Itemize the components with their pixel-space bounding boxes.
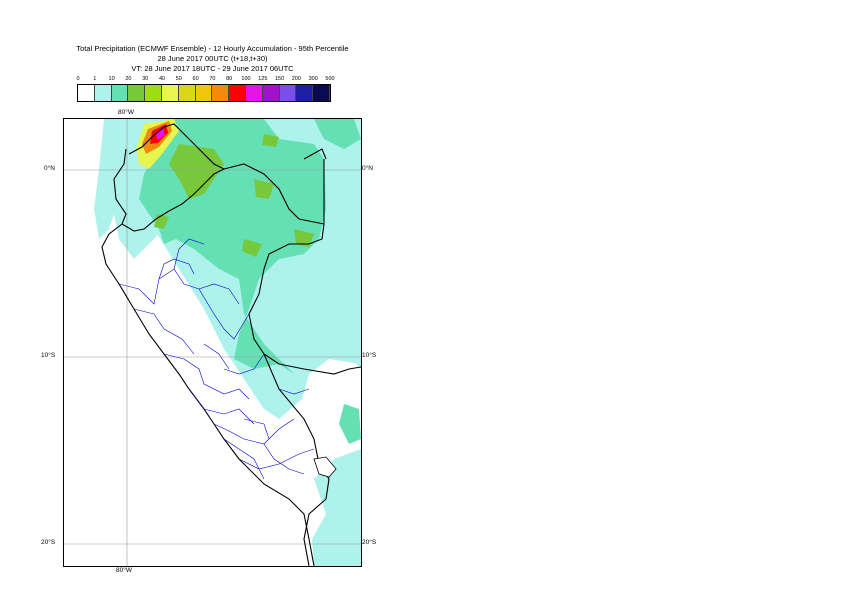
precip-area-green-4 — [242, 239, 262, 257]
legend-threshold-label: 150 — [275, 76, 285, 82]
legend-threshold-label: 30 — [142, 76, 149, 82]
legend-threshold-label: 125 — [258, 76, 268, 82]
legend-swatches — [77, 84, 331, 102]
chart-subtitle-run: 28 June 2017 00UTC (t+18,t+30) — [157, 54, 268, 63]
lon-label-top-outer: 80°W — [118, 109, 134, 116]
precip-area-medium-south — [339, 404, 361, 444]
legend-threshold-label: 80 — [226, 76, 233, 82]
legend-threshold-label: 20 — [125, 76, 132, 82]
lat-label-0-left: 0°N — [44, 165, 55, 172]
admin-boundaries — [118, 238, 315, 480]
map-canvas — [64, 119, 361, 566]
legend-threshold-label: 40 — [158, 76, 166, 82]
legend-threshold-label: 1 — [93, 76, 97, 82]
legend-threshold-label: 0 — [76, 76, 80, 82]
legend-threshold-label: 70 — [209, 76, 216, 82]
legend-threshold-label: 50 — [175, 76, 182, 82]
lat-label-10s-left: 10°S — [41, 352, 56, 359]
precipitation-map: 80°W — [63, 118, 362, 567]
legend-swatch — [245, 85, 263, 101]
lat-label-10s-right: 10°S — [362, 352, 377, 359]
legend-threshold-label: 200 — [291, 76, 301, 82]
legend-threshold-label: 10 — [108, 76, 115, 82]
country-border-peru-ecuador — [121, 163, 325, 232]
legend-swatch — [195, 85, 213, 101]
legend-swatch — [178, 85, 196, 101]
legend-threshold-label: 500 — [325, 76, 335, 82]
precip-area-green-6 — [262, 134, 279, 147]
legend-swatch — [128, 85, 146, 101]
lat-label-20s-left: 20°S — [41, 539, 56, 546]
lat-label-0-right: 0°N — [362, 165, 373, 172]
legend-swatch — [229, 85, 246, 101]
chart-subtitle-validity: VT: 28 June 2017 18UTC - 29 June 2017 06… — [131, 64, 294, 73]
precip-area-green — [169, 144, 224, 199]
legend-threshold-label: 60 — [192, 76, 199, 82]
coastline — [101, 148, 315, 566]
lat-label-20s-right: 20°S — [362, 539, 377, 546]
legend-swatch — [296, 85, 314, 101]
precip-area-medium-east — [314, 119, 361, 149]
country-border-colombia-brazil — [303, 148, 327, 160]
lake-titicaca — [313, 456, 337, 478]
legend-swatch — [279, 85, 297, 101]
color-legend: 0 1 10 20 30 40 50 60 70 80 100 125 150 200 300 500 — [76, 76, 347, 102]
precip-area-green-3 — [294, 229, 314, 247]
lon-label-bottom: 80°W — [116, 567, 132, 574]
chart-title: Total Precipitation (ECMWF Ensemble) - 1… — [76, 44, 349, 53]
legend-swatch — [145, 85, 162, 101]
precip-area-light-coast — [94, 119, 126, 239]
legend-swatch — [111, 85, 129, 101]
country-border-ecuador-colombia — [128, 123, 225, 170]
precip-area-magenta — [155, 128, 165, 140]
legend-threshold-label: 100 — [241, 76, 251, 82]
legend-swatch — [94, 85, 112, 101]
precip-area-green-2 — [254, 179, 274, 199]
legend-swatch — [212, 85, 230, 101]
legend-swatch — [78, 85, 95, 101]
legend-swatch — [262, 85, 280, 101]
legend-threshold-label: 300 — [308, 76, 318, 82]
country-border-peru-brazil — [248, 159, 361, 375]
legend-swatch — [161, 85, 179, 101]
legend-swatch — [313, 85, 330, 101]
